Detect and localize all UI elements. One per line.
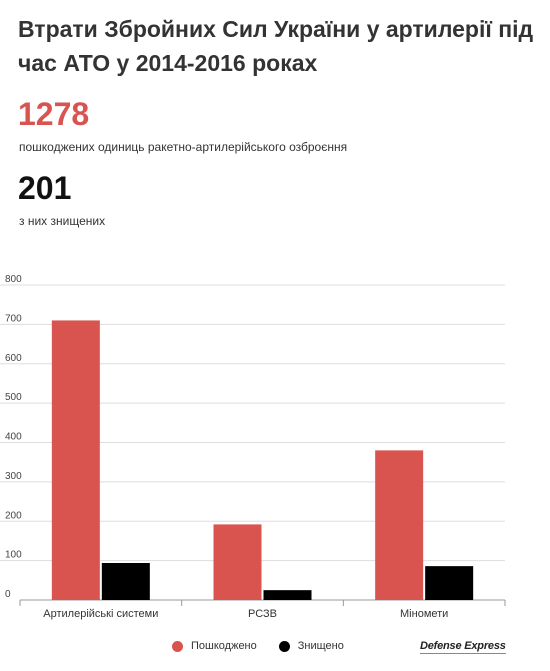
legend-label-destroyed: Знищено: [297, 640, 344, 652]
bar-chart: 0 100 200 300 400 500 600 700 800 Артилерійські с…: [0, 274, 506, 620]
chart-legend: Пошкоджено Знищено: [172, 640, 366, 652]
y-tick-label: 200: [5, 510, 22, 521]
legend-swatch-destroyed: [278, 640, 290, 652]
y-tick-label: 500: [5, 392, 22, 403]
y-tick-label: 0: [5, 589, 11, 600]
bar-damaged-0: [51, 320, 100, 600]
x-category-label: РСЗВ: [248, 608, 277, 620]
x-category-label: Міномети: [400, 608, 448, 620]
x-category-label: Артилерійські системи: [43, 608, 158, 620]
destroyed-caption: з них знищених: [19, 214, 106, 228]
y-tick-label: 300: [5, 471, 22, 482]
bar-destroyed-0: [101, 562, 150, 600]
y-tick-label: 400: [5, 432, 22, 443]
destroyed-count: 201: [18, 170, 72, 206]
damaged-caption: пошкоджених одиниць ракетно-артилерійськ…: [19, 140, 348, 154]
y-tick-label: 800: [5, 274, 22, 285]
y-tick-label: 100: [5, 550, 22, 561]
bar-destroyed-2: [425, 566, 474, 600]
brand-logo: Defense Express: [420, 640, 506, 654]
bar-damaged-2: [375, 450, 424, 600]
chart-title: Втрати Збройних Сил України у артилерії …: [18, 16, 534, 76]
bar-damaged-1: [213, 524, 262, 600]
legend-label-damaged: Пошкоджено: [191, 640, 257, 652]
damaged-count: 1278: [18, 96, 90, 132]
legend-item-damaged: Пошкоджено: [172, 640, 257, 652]
legend-item-destroyed: Знищено: [278, 640, 344, 652]
legend-swatch-damaged: [172, 640, 183, 652]
y-tick-label: 700: [5, 313, 22, 324]
bar-destroyed-1: [263, 590, 312, 600]
y-tick-label: 600: [5, 353, 22, 364]
